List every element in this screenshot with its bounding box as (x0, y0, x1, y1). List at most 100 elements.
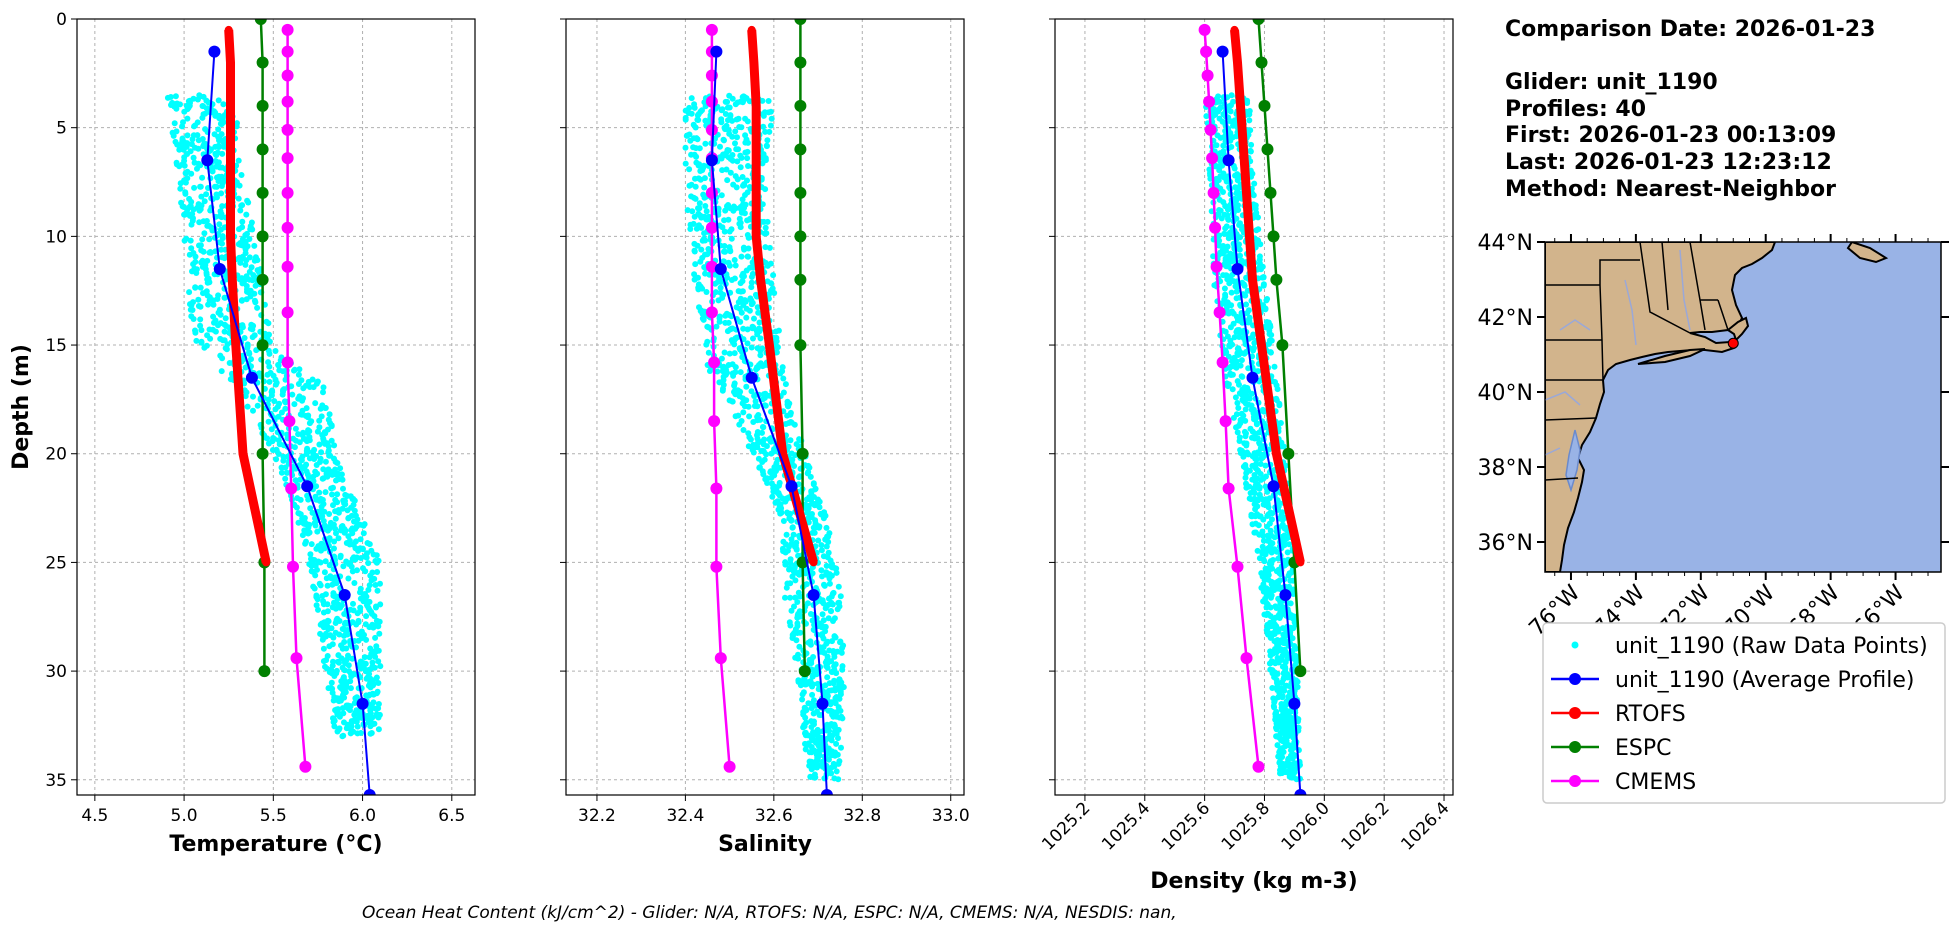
raw-point (313, 545, 320, 552)
raw-point (691, 151, 698, 158)
raw-point (732, 173, 739, 180)
raw-point (833, 565, 840, 572)
raw-point (754, 435, 761, 442)
raw-point (1272, 659, 1279, 666)
raw-point (296, 366, 303, 373)
raw-point (281, 386, 287, 393)
raw-point (778, 508, 784, 515)
raw-point (1240, 453, 1247, 460)
raw-point (1236, 327, 1243, 333)
axes-frame (565, 18, 965, 796)
raw-point (345, 662, 352, 669)
raw-point (744, 253, 751, 260)
raw-point (343, 681, 350, 688)
raw-point (309, 509, 316, 516)
raw-point (216, 221, 223, 228)
raw-point (1242, 292, 1249, 299)
raw-point (1258, 570, 1265, 577)
raw-point (370, 699, 377, 706)
raw-point (727, 169, 734, 176)
comparison-date: Comparison Date: 2026-01-23 (1505, 17, 1875, 42)
raw-point (823, 562, 830, 569)
raw-point (217, 335, 224, 342)
raw-point (266, 331, 272, 338)
series-line-glider (710, 51, 828, 795)
raw-point (238, 172, 245, 178)
raw-point (275, 437, 282, 444)
raw-point (1274, 386, 1281, 393)
raw-point (1230, 122, 1236, 129)
series-line-cmems (1203, 29, 1260, 767)
raw-point (766, 244, 773, 251)
raw-point (693, 225, 700, 232)
raw-point (721, 243, 728, 249)
raw-point (759, 396, 766, 403)
raw-point (314, 428, 321, 435)
last-time: Last: 2026-01-23 12:23:12 (1505, 150, 1832, 175)
raw-point (833, 740, 840, 747)
raw-point (695, 162, 702, 169)
raw-point (771, 446, 777, 453)
raw-point (194, 165, 200, 172)
raw-point (762, 224, 769, 231)
raw-point (276, 367, 283, 374)
raw-point (811, 721, 817, 728)
series-point-espc (258, 665, 271, 678)
raw-point (1234, 429, 1241, 436)
raw-point (342, 491, 349, 498)
raw-point (318, 503, 325, 510)
raw-point (321, 438, 328, 445)
raw-point (282, 399, 289, 406)
raw-point (247, 325, 254, 332)
raw-point (1235, 405, 1242, 411)
raw-point (1290, 774, 1297, 781)
raw-point (313, 471, 320, 478)
series-line-rtofs (747, 29, 818, 564)
legend-swatch-marker (1569, 741, 1581, 753)
series-point-cmems (1203, 95, 1216, 108)
raw-point (187, 237, 194, 244)
raw-point (832, 700, 839, 707)
map-cape-cod (1726, 316, 1750, 342)
raw-point (1222, 255, 1229, 262)
series-cmems (1198, 23, 1265, 773)
raw-point (363, 613, 370, 620)
glider-name: Glider: unit_1190 (1505, 70, 1718, 95)
raw-point (1259, 528, 1266, 535)
raw-point (374, 623, 381, 630)
series-point-glider (1216, 45, 1229, 58)
raw-point (1236, 438, 1243, 444)
series-point-espc (256, 56, 269, 69)
raw-point (367, 705, 374, 712)
raw-point (783, 584, 790, 591)
raw-point (722, 366, 729, 373)
series-point-cmems (281, 69, 294, 82)
raw-point (839, 666, 846, 673)
raw-point (826, 728, 833, 734)
raw-point (331, 545, 337, 552)
raw-point (1248, 141, 1255, 148)
raw-point (328, 679, 335, 686)
raw-point (219, 233, 226, 240)
raw-point (316, 441, 323, 448)
raw-point (254, 402, 261, 409)
raw-point (1251, 485, 1258, 492)
raw-point (355, 637, 362, 644)
raw-point (739, 196, 746, 203)
raw-point (1210, 253, 1217, 260)
raw-point (322, 458, 329, 465)
raw-point (1232, 172, 1239, 179)
series-point-cmems (283, 415, 296, 428)
series-point-rtofs (231, 341, 240, 350)
raw-point (1260, 475, 1267, 482)
raw-point (190, 154, 197, 161)
salinity-panel: 32.2 32.4 32.6 32.8 33.0 Salinity (560, 18, 970, 857)
raw-point (1253, 420, 1260, 427)
raw-point (737, 280, 744, 287)
series-point-rtofs (765, 341, 774, 350)
raw-point (199, 174, 206, 181)
raw-point (733, 116, 740, 123)
raw-point (695, 281, 702, 288)
raw-point (242, 364, 249, 371)
raw-point (823, 543, 830, 550)
